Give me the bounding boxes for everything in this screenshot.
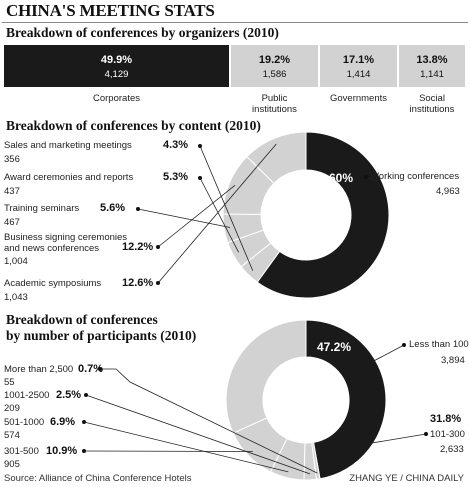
leader-participants-5: [368, 433, 427, 444]
content-label-academic: Academic symposiums: [4, 278, 102, 289]
participants-pct-lt100: 47.2%: [317, 340, 352, 354]
dot-content-4: [156, 245, 160, 249]
content-title: Breakdown of conferences by content (201…: [6, 118, 261, 133]
dot-content-5: [156, 281, 160, 285]
leader-content-4: [157, 184, 236, 248]
leader-content-3: [137, 208, 231, 228]
slice-101-300: [225, 319, 307, 434]
participants-label-gt2500: More than 2,500: [4, 364, 74, 375]
dot-participants-2: [84, 393, 88, 397]
dot-participants-1: [98, 367, 102, 371]
bar-count: 4,129: [104, 69, 129, 80]
bar-label-line: institutions: [409, 104, 455, 115]
content-pct-sales: 4.3%: [163, 139, 189, 151]
source-note: Source: Alliance of China Conference Hot…: [4, 473, 192, 484]
slice-working: [256, 131, 390, 299]
participants-count-501: 574: [4, 430, 20, 441]
content-count-business: 1,004: [4, 256, 28, 267]
bar-label-social-institutions: Social institutions: [399, 93, 465, 115]
bar-count: 1,414: [346, 69, 371, 80]
leader-lines: [83, 143, 427, 475]
slice-academic: [246, 131, 307, 185]
participants-pct-gt2500: 0.7%: [78, 363, 104, 375]
leader-participants-2: [85, 394, 311, 475]
content-count-working: 4,963: [436, 186, 460, 197]
title-line: Breakdown of conferences: [6, 312, 158, 327]
content-count-sales: 356: [4, 154, 20, 165]
dot-content-0: [364, 175, 368, 179]
content-count-training: 467: [4, 217, 20, 228]
organizers-title: Breakdown of conferences by organizers (…: [6, 25, 279, 40]
content-pct-award: 5.3%: [163, 171, 189, 183]
leader-dots: [82, 144, 428, 453]
dot-content-3: [136, 207, 140, 211]
title-line: by number of participants (2010): [6, 328, 197, 343]
dot-participants-3: [82, 420, 86, 424]
credit: ZHANG YE / CHINA DAILY: [349, 473, 464, 484]
slice-less-than-100: [305, 319, 387, 480]
leader-participants-1: [100, 368, 318, 474]
participants-label-501: 501-1000: [4, 417, 45, 428]
content-label-training: Training seminars: [4, 203, 80, 214]
bar-segment-corporates: 49.9% 4,129: [4, 45, 229, 87]
bar-pct: 19.2%: [258, 54, 291, 66]
content-pct-training: 5.6%: [100, 202, 126, 214]
participants-donut: [225, 319, 387, 481]
participants-count-1001: 209: [4, 403, 20, 414]
leader-content-1: [199, 145, 254, 271]
bar-segment-public-institutions: 19.2% 1,586: [231, 45, 318, 87]
bar-pct: 49.9%: [100, 54, 133, 66]
content-label-business: Business signing ceremonies and news con…: [4, 232, 127, 254]
participants-label-1001: 1001-2500: [4, 390, 50, 401]
content-count-award: 437: [4, 186, 20, 197]
participants-pct-101: 31.8%: [430, 413, 462, 425]
bar-segment-governments: 17.1% 1,414: [320, 45, 397, 87]
bar-label-public-institutions: Public institutions: [231, 93, 318, 115]
content-donut: [222, 131, 390, 299]
leader-participants-0: [371, 344, 405, 363]
bar-label-governments: Governments: [329, 93, 388, 104]
dot-content-2: [198, 176, 202, 180]
leader-content-2: [199, 177, 239, 253]
page-title: CHINA'S MEETING STATS: [6, 1, 215, 20]
bar-count: 1,586: [262, 69, 287, 80]
participants-count-lt100: 3,894: [441, 355, 465, 366]
content-count-academic: 1,043: [4, 292, 28, 303]
bar-label-line: Social: [419, 93, 445, 104]
content-pct-working: 60%: [329, 171, 354, 185]
participants-pct-1001: 2.5%: [56, 389, 82, 401]
bar-label-line: Public: [261, 93, 288, 104]
content-label-working: Working conferences: [370, 171, 460, 182]
dot-content-1: [198, 144, 202, 148]
label-line: Business signing ceremonies: [4, 232, 128, 243]
participants-pct-501: 6.9%: [50, 416, 76, 428]
participants-label-301: 301-500: [4, 446, 39, 457]
dot-participants-5: [424, 432, 428, 436]
bar-pct: 13.8%: [416, 54, 448, 66]
content-pct-academic: 12.6%: [122, 277, 154, 289]
label-line: and news conferences: [4, 243, 100, 254]
bar-label-corporates: Corporates: [93, 93, 140, 104]
participants-count-101: 2,633: [440, 444, 464, 455]
participants-label-lt100: Less than 100: [409, 339, 469, 350]
content-label-award: Award ceremonies and reports: [4, 172, 134, 183]
leader-content-5: [157, 143, 277, 284]
leader-content-0: [365, 176, 378, 182]
content-label-sales: Sales and marketing meetings: [4, 140, 132, 151]
bar-count: 1,141: [420, 69, 444, 80]
content-pct-business: 12.2%: [122, 241, 154, 253]
participants-label-101: 101-300: [430, 429, 465, 440]
leader-participants-3: [83, 421, 289, 473]
bar-segment-social-institutions: 13.8% 1,141: [399, 45, 465, 87]
participants-title: Breakdown of conferences by number of pa…: [6, 312, 196, 344]
bar-label-line: institutions: [252, 104, 297, 115]
divider: [2, 22, 468, 23]
participants-count-gt2500: 55: [4, 377, 15, 388]
dot-participants-4: [82, 449, 86, 453]
dot-participants-0: [402, 343, 406, 347]
participants-pct-301: 10.9%: [46, 445, 78, 457]
bar-pct: 17.1%: [342, 54, 375, 66]
participants-count-301: 905: [4, 459, 20, 470]
